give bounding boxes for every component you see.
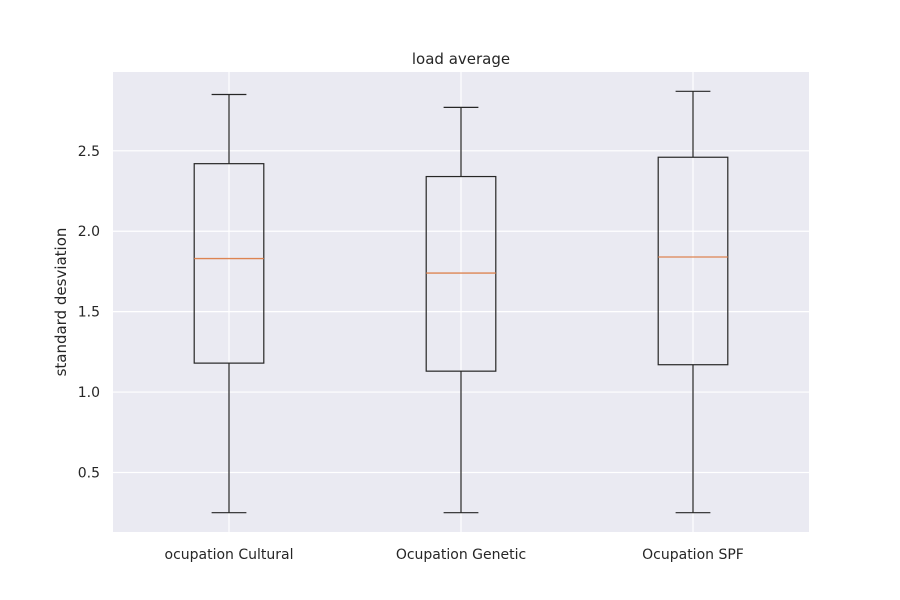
x-tick-label: Ocupation Genetic: [396, 547, 526, 563]
y-tick-label: 2.5: [78, 144, 100, 160]
chart-title: load average: [412, 50, 510, 68]
y-axis-label: standard desviation: [52, 228, 70, 377]
y-tick-label: 1.0: [78, 385, 100, 401]
x-tick-label: Ocupation SPF: [642, 547, 744, 563]
boxes: [193, 90, 729, 514]
x-tick-label: ocupation Cultural: [165, 547, 294, 563]
y-tick-labels: 0.5 1.0 1.5 2.0 2.5: [78, 144, 100, 482]
box-group: [425, 106, 497, 514]
box-group: [193, 93, 265, 514]
iqr-box: [657, 156, 729, 366]
x-tick-labels: ocupation Cultural Ocupation Genetic Ocupa…: [165, 547, 744, 563]
box-group: [657, 90, 729, 514]
y-tick-label: 1.5: [78, 305, 100, 321]
y-tick-label: 0.5: [78, 465, 100, 481]
iqr-box: [425, 175, 497, 372]
y-tick-label: 2.0: [78, 224, 100, 240]
iqr-box: [193, 163, 265, 364]
